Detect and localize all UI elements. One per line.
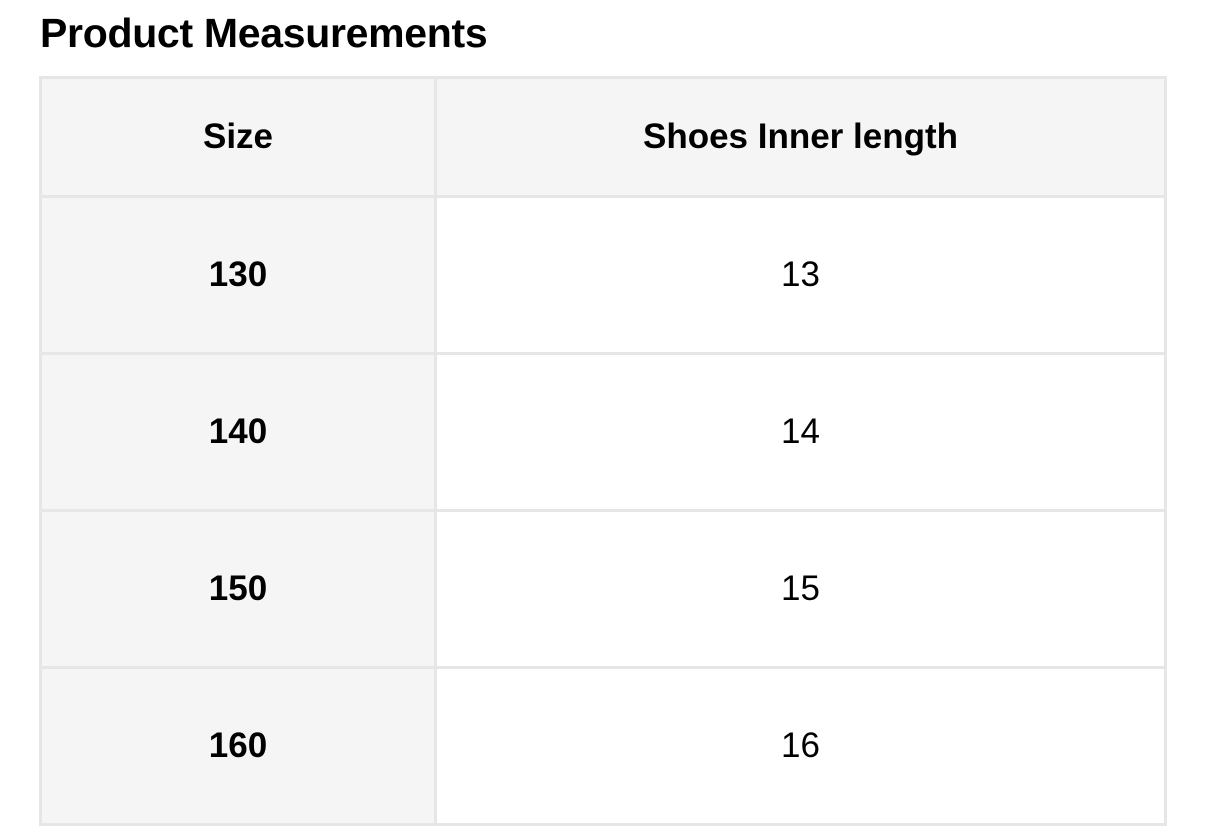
table-header-row: Size Shoes Inner length — [39, 76, 1167, 198]
header-inner-length: Shoes Inner length — [434, 76, 1167, 198]
table-row: 140 14 — [39, 352, 1167, 512]
inner-length-cell: 15 — [434, 509, 1167, 669]
size-cell: 140 — [39, 352, 437, 512]
page-title: Product Measurements — [40, 10, 488, 56]
header-size: Size — [39, 76, 437, 198]
table-row: 150 15 — [39, 509, 1167, 669]
inner-length-cell: 13 — [434, 195, 1167, 355]
inner-length-cell: 16 — [434, 666, 1167, 826]
size-cell: 150 — [39, 509, 437, 669]
inner-length-cell: 14 — [434, 352, 1167, 512]
table-row: 130 13 — [39, 195, 1167, 355]
measurements-table: Size Shoes Inner length 130 13 140 14 15… — [39, 76, 1167, 826]
size-cell: 160 — [39, 666, 437, 826]
size-cell: 130 — [39, 195, 437, 355]
table-row: 160 16 — [39, 666, 1167, 826]
